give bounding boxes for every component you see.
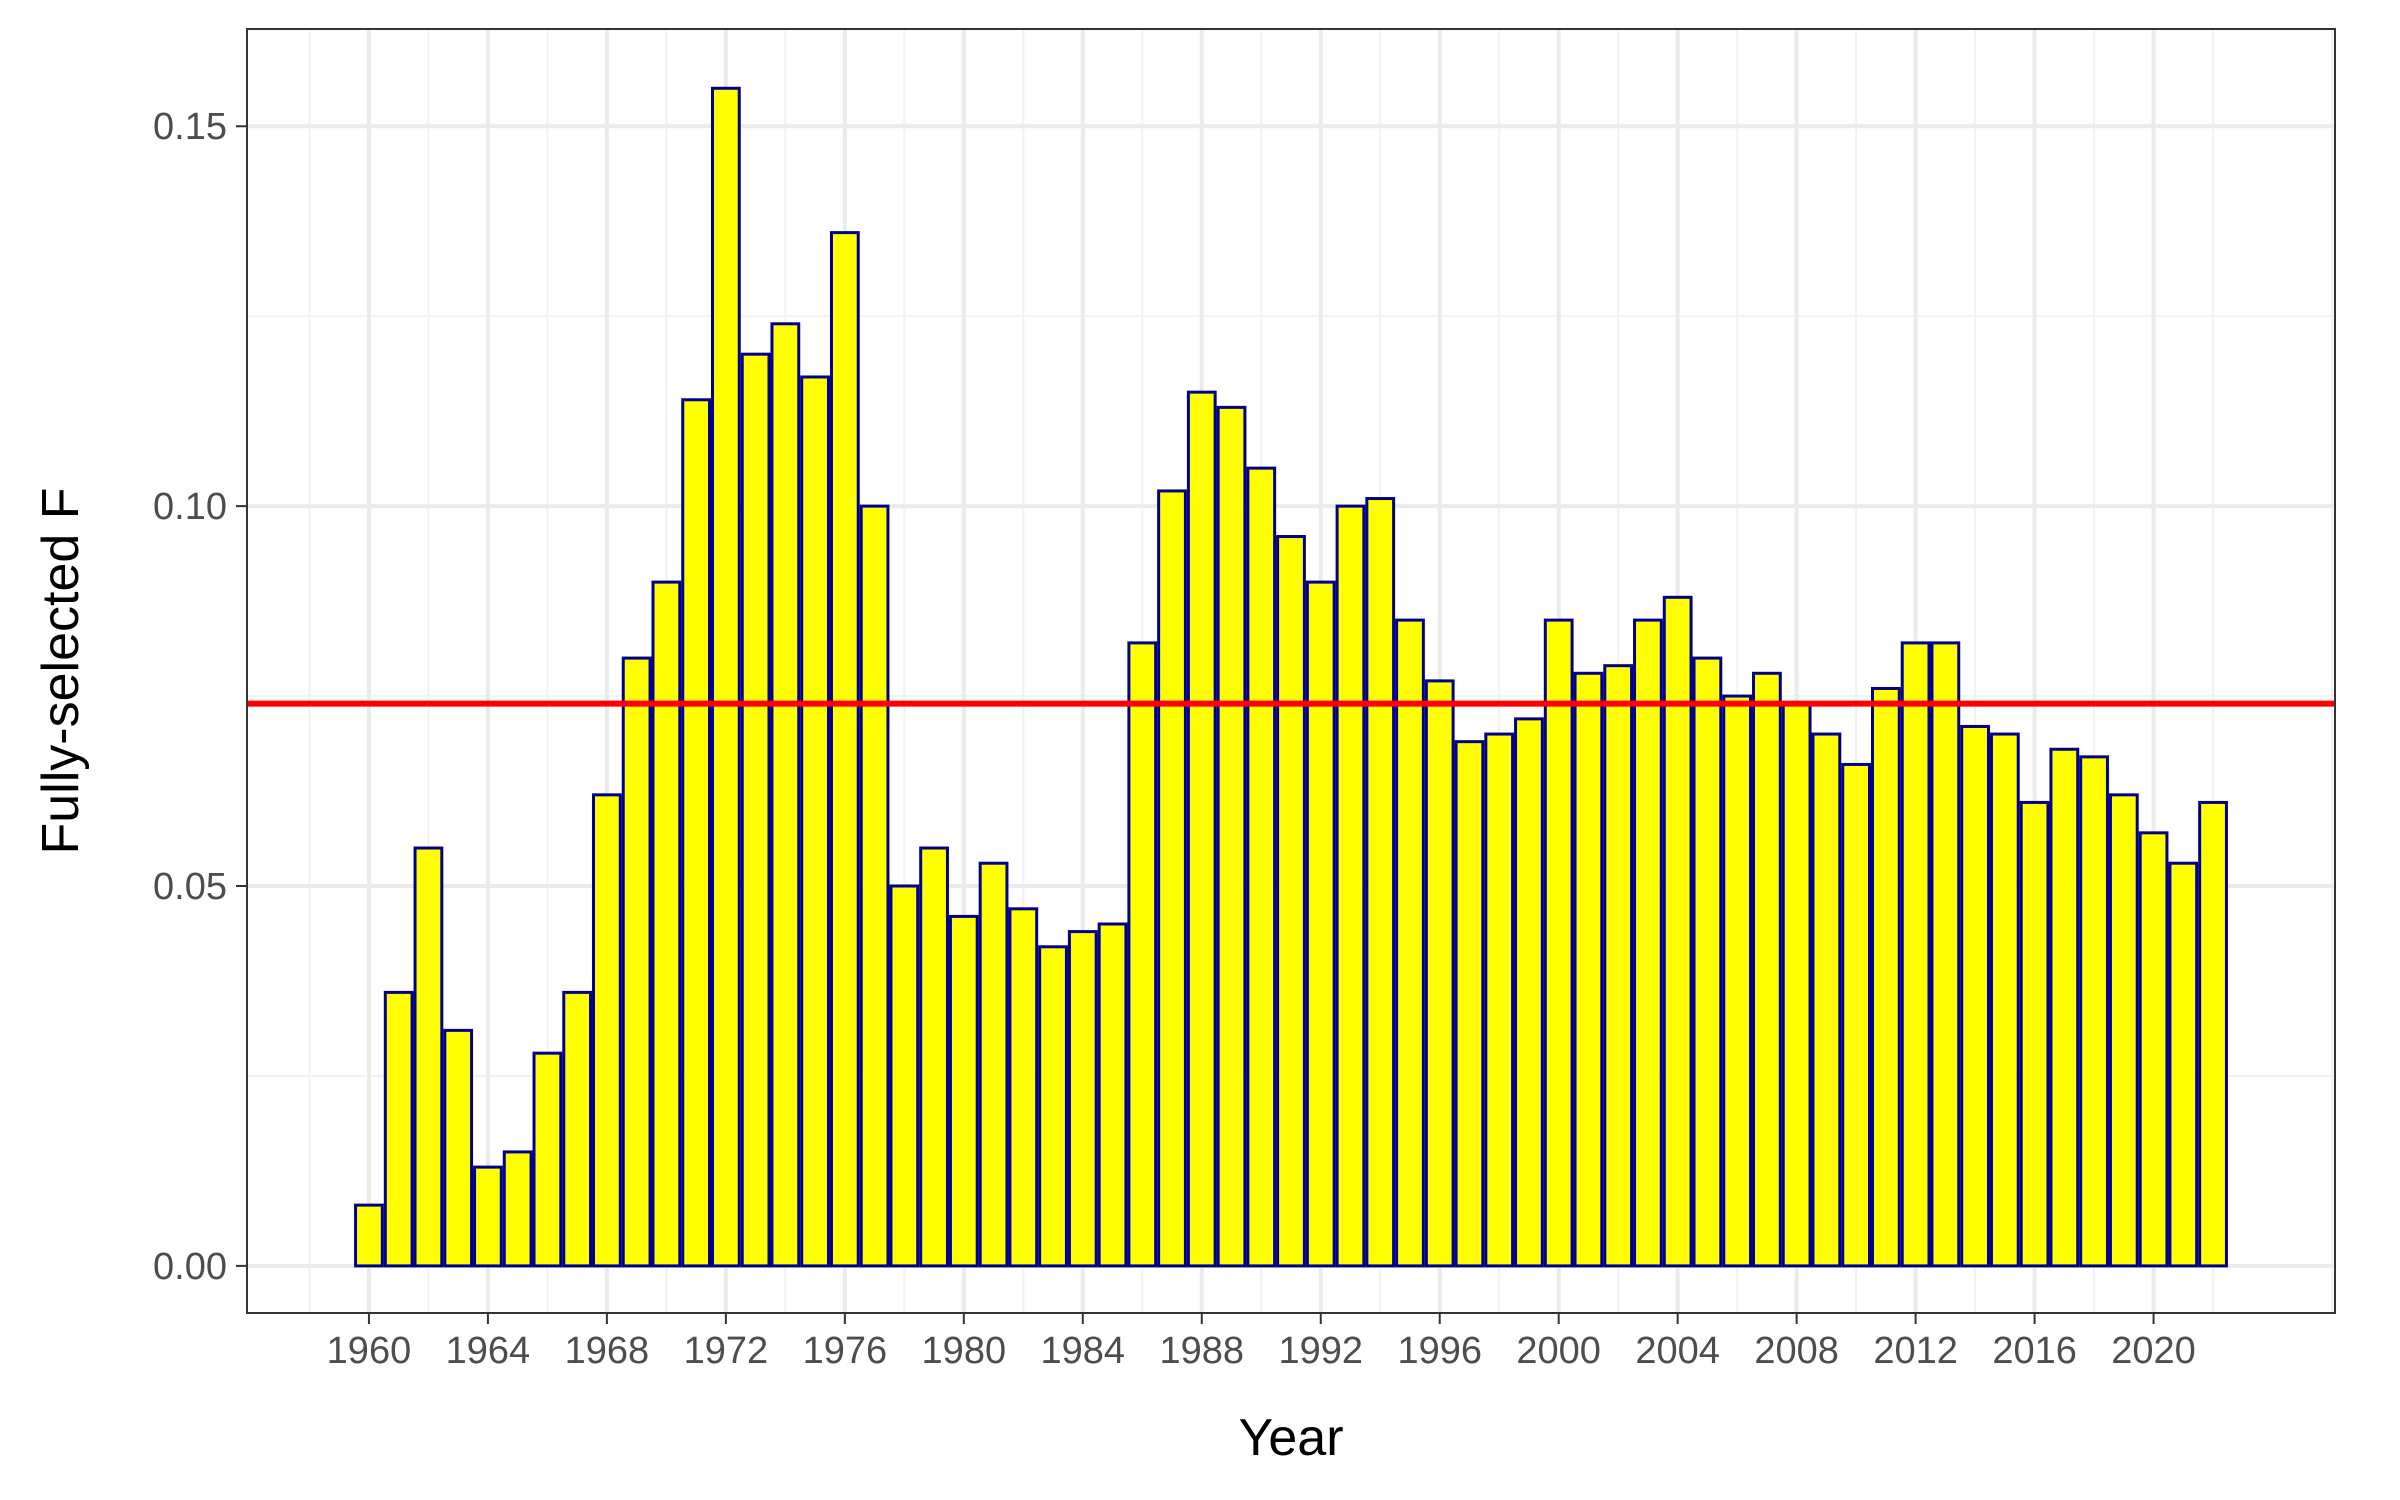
bar (1276, 535, 1306, 1268)
tick-labels: 1960 1964 1968 1972 1976 1980 1984 1988 1992 1996… (153, 106, 2196, 1372)
bar (1127, 641, 1158, 1268)
y-tick-label: 0.15 (153, 106, 227, 148)
x-tick-label: 1976 (803, 1330, 888, 1372)
bar (1008, 907, 1039, 1268)
y-tick-label: 0.10 (153, 486, 227, 528)
bars (354, 86, 2228, 1268)
bar (1216, 405, 1247, 1268)
bar (948, 914, 979, 1268)
bar (1811, 732, 1842, 1268)
x-tick-label: 1980 (922, 1330, 1007, 1372)
bar (889, 884, 920, 1268)
x-tick-label: 2020 (2111, 1330, 2196, 1372)
x-tick-label: 1960 (327, 1330, 412, 1372)
bar (592, 793, 622, 1268)
x-tick-label: 2008 (1754, 1330, 1839, 1372)
bar (1305, 580, 1336, 1268)
bar (383, 990, 414, 1268)
bar (800, 375, 830, 1268)
bar (1633, 618, 1663, 1268)
y-axis-title: Fully-selected F (32, 488, 90, 855)
bar (413, 846, 444, 1268)
bar (621, 656, 652, 1268)
x-tick-label: 1996 (1397, 1330, 1482, 1372)
x-tick-label: 1972 (684, 1330, 769, 1372)
bar (1424, 679, 1455, 1268)
bar (2108, 793, 2139, 1268)
bar (651, 580, 682, 1268)
bar (443, 1028, 474, 1268)
bar (1186, 390, 1217, 1268)
x-tick-label: 1968 (565, 1330, 650, 1372)
bar (1692, 656, 1723, 1268)
bar (740, 352, 771, 1268)
bar (1662, 595, 1693, 1268)
bar (1157, 489, 1187, 1268)
x-tick-label: 1988 (1159, 1330, 1244, 1372)
axis-ticks (236, 125, 2155, 1324)
bar (1514, 717, 1544, 1268)
bar (2168, 861, 2199, 1268)
x-axis-title: Year (1238, 1409, 1343, 1467)
bar (354, 1203, 384, 1268)
bar (1752, 671, 1782, 1268)
y-tick-label: 0.05 (153, 866, 227, 908)
bar (2198, 800, 2228, 1268)
x-tick-label: 1984 (1041, 1330, 1126, 1372)
bar (1038, 945, 1068, 1268)
bar (770, 322, 801, 1268)
bar (532, 1051, 563, 1268)
bar (2138, 831, 2169, 1268)
bar (1246, 466, 1277, 1268)
x-tick-label: 2016 (1992, 1330, 2077, 1372)
bar (1067, 930, 1098, 1268)
bar (859, 504, 890, 1268)
bar (502, 1150, 533, 1268)
x-tick-label: 1992 (1278, 1330, 1363, 1372)
bar (1900, 641, 1931, 1268)
bar (1454, 740, 1485, 1268)
bar (1543, 618, 1574, 1268)
bar (1930, 641, 1961, 1268)
bar (1484, 732, 1515, 1268)
x-tick-label: 2004 (1635, 1330, 1720, 1372)
bar (473, 1165, 503, 1268)
bar (1841, 762, 1872, 1268)
bar (2049, 747, 2080, 1268)
x-tick-label: 1964 (446, 1330, 531, 1372)
bar (1573, 671, 1604, 1268)
bar (2079, 755, 2109, 1268)
bar (710, 86, 741, 1268)
bar (1960, 724, 1990, 1268)
x-tick-label: 2012 (1873, 1330, 1958, 1372)
bar (1097, 922, 1128, 1268)
bar (1722, 694, 1753, 1268)
bar (829, 231, 860, 1268)
bar (1365, 497, 1396, 1268)
panel-border (246, 28, 2336, 1314)
bar (919, 846, 949, 1268)
bar (681, 398, 712, 1268)
x-tick-label: 2000 (1516, 1330, 1601, 1372)
bar (1603, 664, 1634, 1268)
bar (978, 861, 1009, 1268)
bar (2019, 800, 2050, 1268)
bar (1870, 686, 1901, 1268)
bar (1781, 702, 1812, 1268)
bar (562, 990, 593, 1268)
y-tick-label: 0.00 (153, 1246, 227, 1288)
bar (1395, 618, 1425, 1268)
bar (1335, 504, 1366, 1268)
bar (1989, 732, 2020, 1268)
